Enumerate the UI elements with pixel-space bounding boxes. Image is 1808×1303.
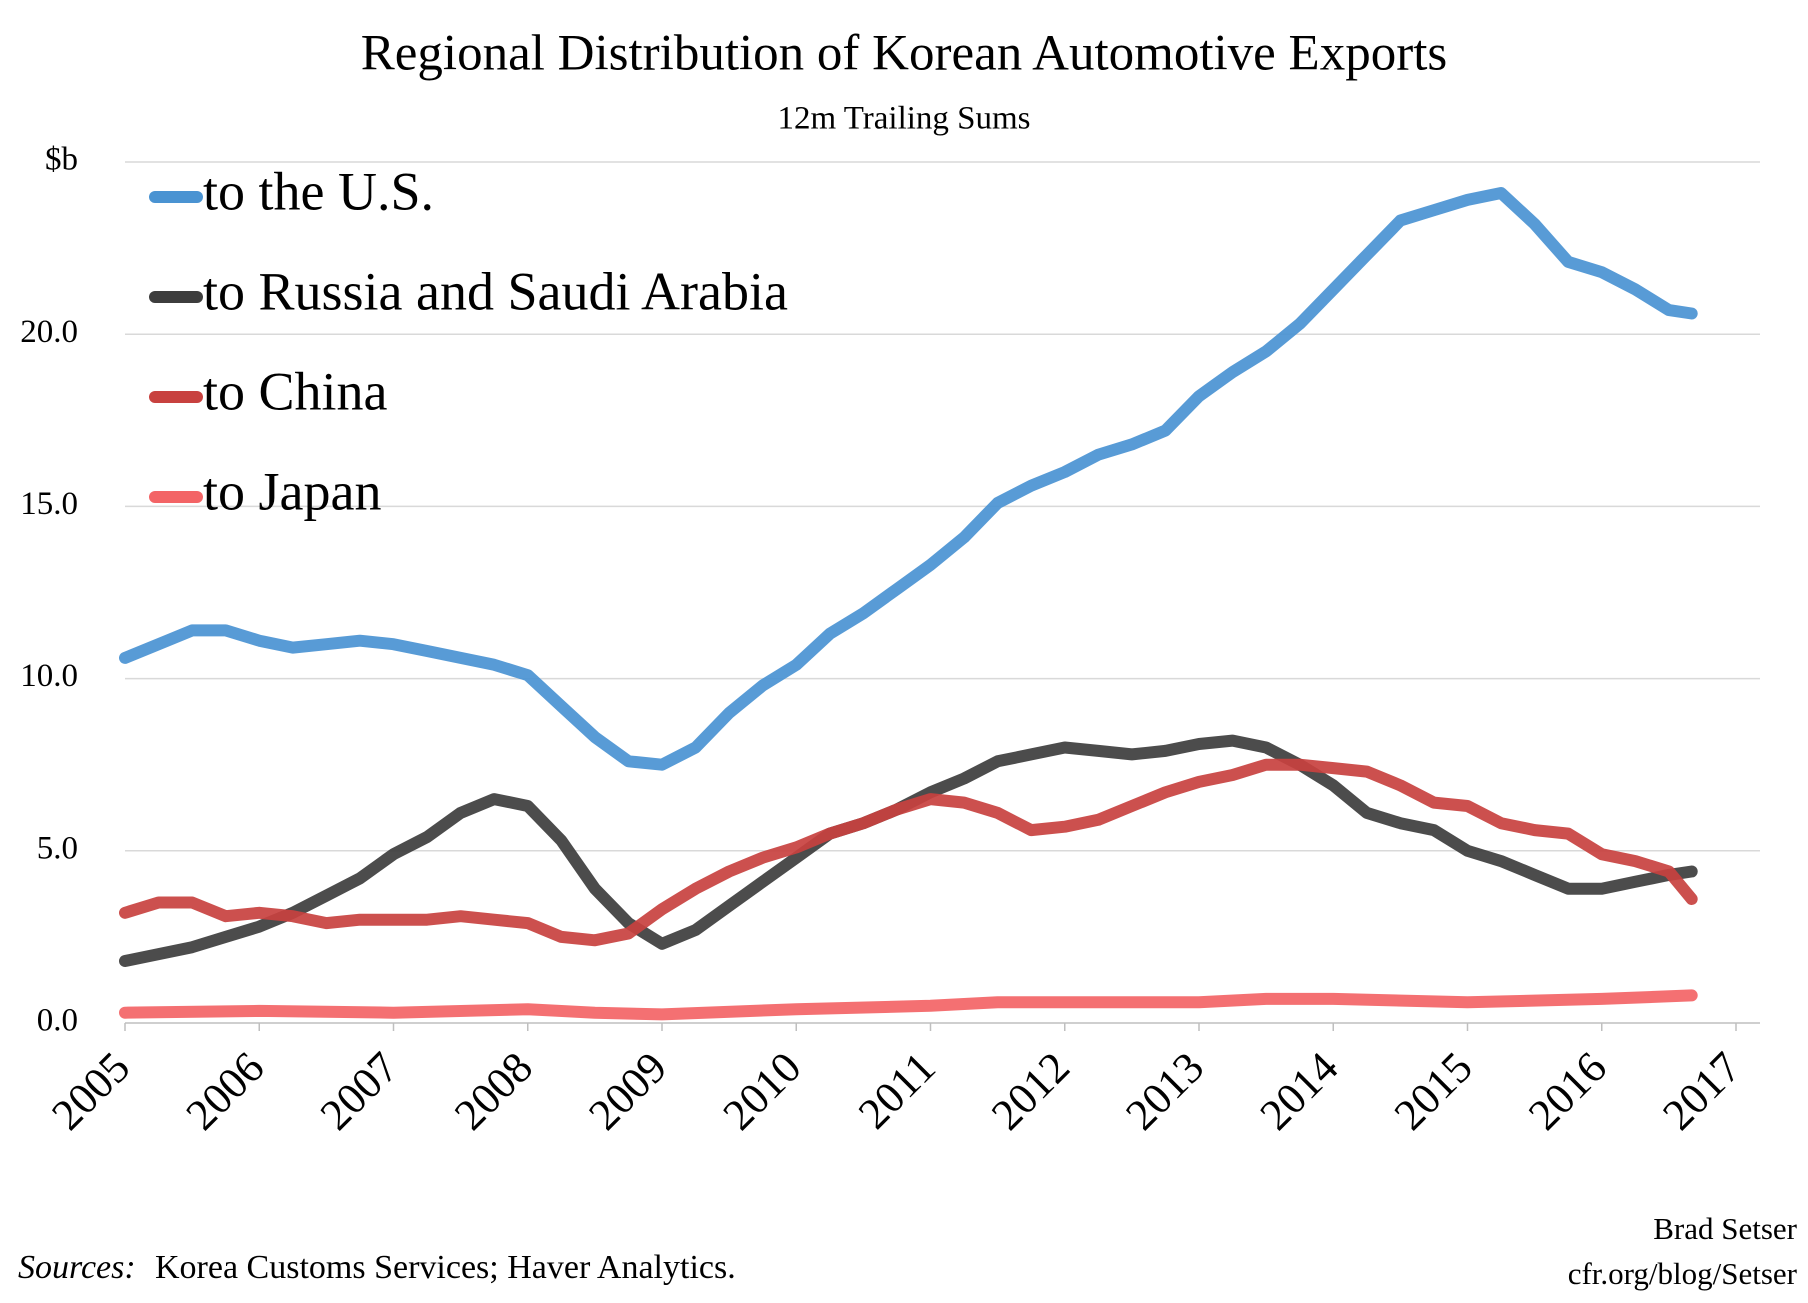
series-line bbox=[119, 758, 1698, 947]
credit: Brad Setser bbox=[1653, 1211, 1797, 1246]
x-tick-label: 2015 bbox=[1385, 1043, 1482, 1140]
series-line bbox=[119, 187, 1698, 771]
x-tick-label: 2005 bbox=[42, 1043, 139, 1140]
x-tick-label: 2016 bbox=[1519, 1043, 1616, 1140]
y-tick-label: 0.0 bbox=[37, 1003, 78, 1039]
x-tick-label: 2011 bbox=[849, 1043, 945, 1139]
legend-label: to the U.S. bbox=[203, 161, 434, 221]
legend-label: to China bbox=[203, 361, 388, 421]
chart-subtitle: 12m Trailing Sums bbox=[777, 101, 1030, 137]
legend-label: to Japan bbox=[203, 461, 381, 521]
chart-title: Regional Distribution of Korean Automoti… bbox=[361, 26, 1447, 82]
y-tick-label: $b bbox=[45, 142, 78, 178]
source-label: Sources: bbox=[18, 1249, 136, 1286]
legend-label: to Russia and Saudi Arabia bbox=[203, 261, 788, 321]
x-tick-label: 2013 bbox=[1116, 1043, 1213, 1140]
y-tick-label: 20.0 bbox=[20, 314, 78, 350]
x-tick-label: 2008 bbox=[445, 1043, 542, 1140]
x-tick-label: 2006 bbox=[177, 1043, 274, 1140]
source: Korea Customs Services; Haver Analytics. bbox=[155, 1249, 736, 1286]
y-tick-label: 15.0 bbox=[20, 486, 78, 522]
x-tick-label: 2017 bbox=[1653, 1043, 1750, 1140]
x-tick-label: 2007 bbox=[311, 1043, 408, 1140]
credit: cfr.org/blog/Setser bbox=[1568, 1256, 1798, 1291]
x-tick-label: 2012 bbox=[982, 1043, 1079, 1140]
x-tick-label: 2010 bbox=[714, 1043, 811, 1140]
y-tick-label: 5.0 bbox=[37, 830, 78, 866]
series-line bbox=[119, 989, 1698, 1021]
y-tick-label: 10.0 bbox=[20, 658, 78, 694]
x-tick-label: 2009 bbox=[579, 1043, 676, 1140]
x-tick-label: 2014 bbox=[1251, 1043, 1348, 1140]
